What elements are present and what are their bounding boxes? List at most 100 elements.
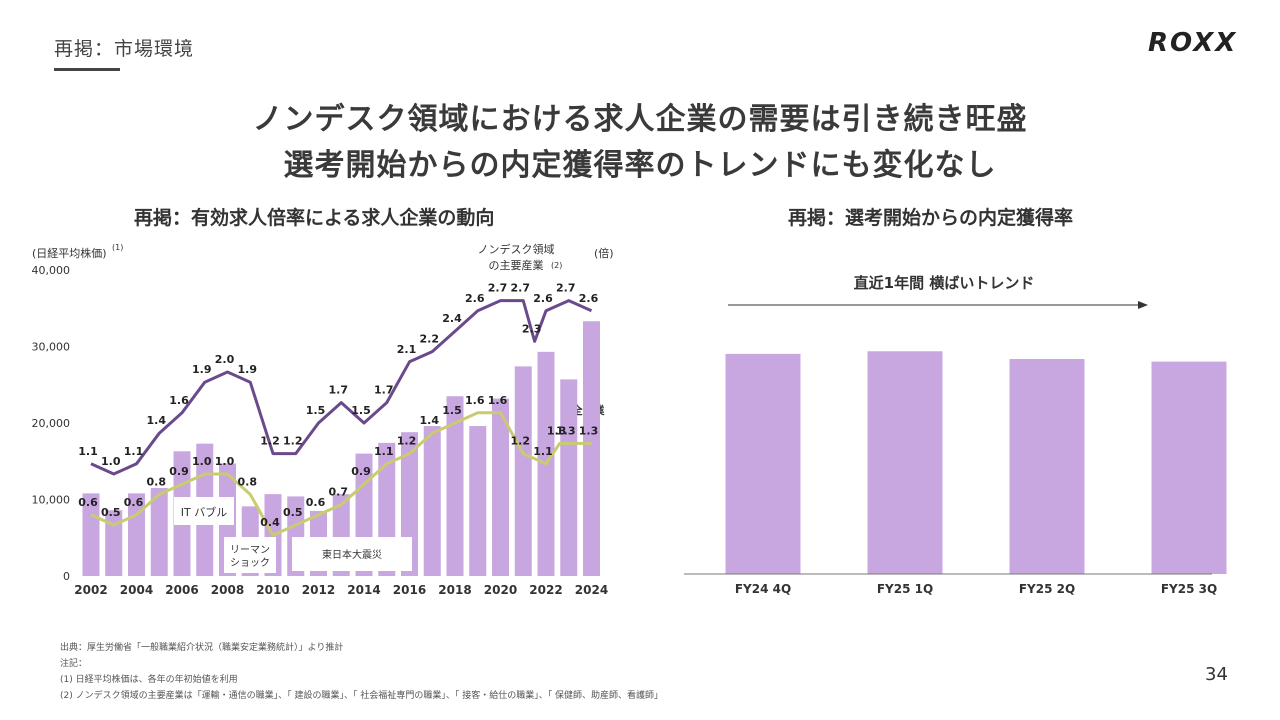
all-industry-data-label: 0.5 <box>101 506 121 519</box>
x-tick-label: 2016 <box>393 583 426 597</box>
all-industry-data-label: 1.2 <box>511 435 531 448</box>
y-tick-label: 0 <box>63 570 70 583</box>
nondesk-data-label: 1.5 <box>351 404 371 417</box>
nondesk-data-label: 2.6 <box>533 292 553 305</box>
lehman-annotation-line-2: ショック <box>230 557 270 569</box>
all-industry-data-label: 1.3 <box>547 424 567 437</box>
x-tick-label: 2012 <box>302 583 335 597</box>
footnotes: 出典：厚生労働省「一般職業紹介状況（職業安定業務統計）」より推計 注記： (1)… <box>60 640 663 704</box>
it-bubble-label-box <box>174 497 234 525</box>
nondesk-data-label: 2.7 <box>488 282 508 295</box>
stock-index-bar <box>423 426 441 576</box>
all-industry-data-label: 0.9 <box>169 465 189 478</box>
nondesk-ratio-line <box>90 299 593 476</box>
nondesk-data-label: 2.7 <box>556 282 576 295</box>
section-label: 再掲：市場環境 <box>54 38 195 60</box>
all-industry-data-label: 0.6 <box>124 496 144 509</box>
all-industry-data-label: 0.6 <box>78 496 98 509</box>
left-axis-label: (日経平均株価) <box>32 246 107 260</box>
nondesk-data-label: 2.7 <box>511 282 531 295</box>
page-number: 34 <box>1205 664 1228 685</box>
section-underline <box>54 68 120 71</box>
all-industry-data-label: 0.8 <box>238 475 258 488</box>
all-industry-data-label: 1.5 <box>442 404 462 417</box>
quarter-tick-label: FY24 4Q <box>735 582 791 596</box>
all-industry-data-label: 1.0 <box>215 455 235 468</box>
headline-line-1: ノンデスク領域における求人企業の需要は引き続き旺盛 <box>252 102 1028 137</box>
all-industry-data-label: 1.2 <box>397 435 417 448</box>
x-tick-label: 2008 <box>211 583 244 597</box>
stock-index-bar <box>150 488 168 576</box>
right-axis-label: (倍) <box>594 246 614 260</box>
left-chart-title: 再掲：有効求人倍率による求人企業の動向 <box>134 207 495 229</box>
y-tick-label: 10,000 <box>32 494 71 507</box>
trend-arrow-head <box>1138 301 1148 309</box>
lehman-label-box <box>224 537 276 573</box>
y-tick-label: 30,000 <box>32 341 71 354</box>
nondesk-data-label: 2.2 <box>420 333 440 346</box>
x-tick-label: 2024 <box>575 583 608 597</box>
all-industry-data-label: 1.4 <box>420 414 440 427</box>
right-chart-title: 再掲：選考開始からの内定獲得率 <box>788 207 1074 229</box>
nondesk-data-label: 2.6 <box>465 292 485 305</box>
stock-index-bar <box>446 396 464 576</box>
headline-line-2: 選考開始からの内定獲得率のトレンドにも変化なし <box>283 148 997 183</box>
nondesk-data-label: 1.9 <box>192 363 212 376</box>
nondesk-data-label: 1.6 <box>169 394 189 407</box>
nondesk-data-label: 1.1 <box>124 445 144 458</box>
stock-index-bar <box>82 493 100 576</box>
footnote-heading: 注記： <box>60 659 88 669</box>
quarter-tick-label: FY25 2Q <box>1019 582 1075 596</box>
nondesk-data-label: 1.9 <box>238 363 258 376</box>
lehman-annotation-line-1: リーマン <box>230 545 270 556</box>
nondesk-data-label: 2.1 <box>397 343 417 356</box>
x-tick-label: 2002 <box>74 583 107 597</box>
stock-index-bar <box>128 493 145 576</box>
x-tick-label: 2022 <box>529 583 562 597</box>
quarter-tick-label: FY25 3Q <box>1161 582 1217 596</box>
nondesk-data-label: 2.6 <box>579 292 599 305</box>
all-industry-data-label: 1.3 <box>579 424 599 437</box>
all-industry-data-label: 1.6 <box>488 394 508 407</box>
nondesk-series-note: (2) <box>551 261 562 270</box>
stock-index-bar <box>514 366 532 576</box>
all-industry-data-label: 1.1 <box>374 445 394 458</box>
y-tick-label: 20,000 <box>32 417 71 430</box>
offer-rate-bar <box>1009 359 1085 574</box>
x-tick-label: 2004 <box>120 583 153 597</box>
trend-label: 直近1年間 横ばいトレンド <box>854 274 1035 292</box>
x-tick-label: 2010 <box>256 583 289 597</box>
nondesk-series-label-2: の主要産業 <box>489 259 544 272</box>
all-industry-data-label: 0.9 <box>351 465 371 478</box>
offer-rate-bar <box>867 351 943 574</box>
all-industry-data-label: 1.0 <box>192 455 212 468</box>
footnote-source: 出典：厚生労働省「一般職業紹介状況（職業安定業務統計）」より推計 <box>60 643 344 653</box>
all-industry-data-label: 0.5 <box>283 506 303 519</box>
quarter-tick-label: FY25 1Q <box>877 582 933 596</box>
footnote-2: (2) ノンデスク領域の主要産業は「運輸・通信の職業」、「 建設の職業」、「 社… <box>60 691 664 701</box>
nondesk-data-label: 1.0 <box>101 455 121 468</box>
all-industry-data-label: 0.6 <box>306 496 326 509</box>
it-bubble-annotation: IT バブル <box>181 505 227 519</box>
nondesk-series-label-1: ノンデスク領域 <box>478 242 555 256</box>
nondesk-data-label: 2.0 <box>215 353 235 366</box>
nondesk-data-label: 1.5 <box>306 404 326 417</box>
stock-index-bar <box>492 398 509 576</box>
x-tick-label: 2018 <box>438 583 471 597</box>
all-industry-data-label: 1.3 <box>556 424 576 437</box>
stock-index-bar <box>583 321 600 576</box>
job-ratio-chart: (日経平均株価) (1) (倍) ノンデスク領域 の主要産業 (2) 全産業 0… <box>32 242 614 597</box>
nondesk-data-label: 1.2 <box>260 435 280 448</box>
all-industry-ratio-line <box>90 411 592 537</box>
footnote-1: (1) 日経平均株価は、各年の年初始値を利用 <box>60 675 238 685</box>
stock-index-bar <box>560 379 578 576</box>
all-industry-data-label: 0.4 <box>260 516 280 529</box>
all-industry-data-label: 0.7 <box>329 486 349 499</box>
all-industry-data-label: 1.1 <box>533 445 553 458</box>
all-industry-data-label: 1.6 <box>465 394 485 407</box>
earthquake-label-box <box>292 537 412 571</box>
left-axis-note: (1) <box>112 243 123 252</box>
stock-index-bar <box>469 426 487 576</box>
offer-rate-chart: 直近1年間 横ばいトレンド FY24 4Q FY25 1Q FY25 2Q FY25 … <box>684 274 1227 596</box>
offer-rate-bar <box>725 353 801 574</box>
